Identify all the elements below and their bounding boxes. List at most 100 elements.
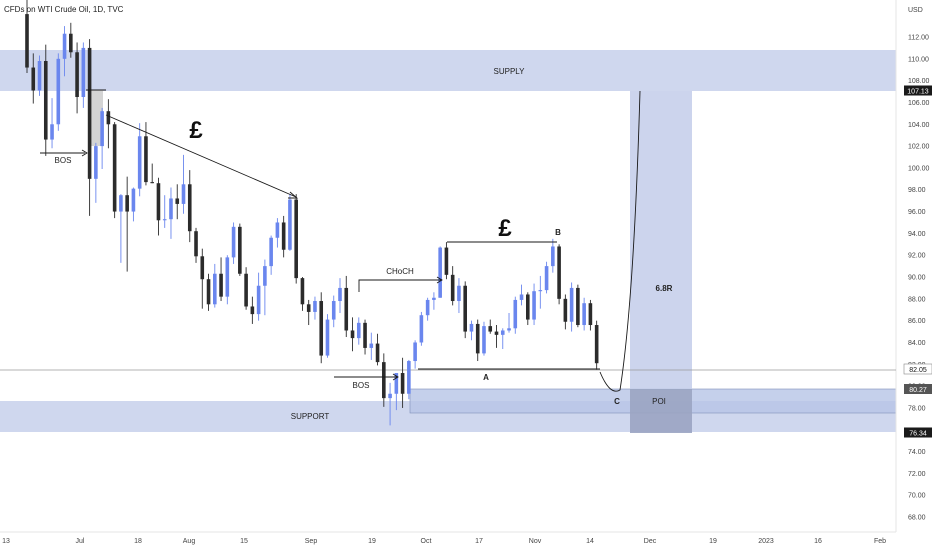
projection-curve (599, 90, 641, 392)
candle-body (119, 195, 123, 212)
candle-body (62, 33, 67, 59)
candle (375, 333, 380, 366)
candle-body (31, 67, 36, 91)
candle (513, 296, 518, 334)
candle (544, 261, 549, 294)
candle (275, 218, 280, 248)
candle (75, 42, 79, 114)
y-tick-label: 88.00 (908, 296, 926, 303)
candle-body (444, 247, 449, 275)
bos-left-arrow (81, 149, 88, 157)
candle (187, 170, 192, 243)
candle-body (544, 266, 549, 291)
candle (413, 340, 417, 369)
candle (250, 296, 255, 324)
candle-body (213, 273, 217, 305)
candle-body (200, 256, 205, 280)
candle-body (94, 146, 98, 179)
candle-body (532, 291, 536, 320)
candle (294, 194, 298, 284)
candle-body (513, 299, 518, 329)
candle-body (100, 111, 104, 147)
y-tick-label: 72.00 (908, 471, 926, 478)
candle-body (363, 322, 367, 348)
candle-body (425, 299, 430, 316)
x-tick-label: 2023 (758, 538, 774, 545)
candle (338, 278, 342, 314)
y-tick-label: 110.00 (908, 56, 929, 63)
price-tag-82: 82.05 (903, 363, 932, 375)
candle-body (463, 285, 467, 332)
candle (576, 284, 580, 328)
candle-body (106, 111, 111, 125)
candle-body (488, 326, 493, 332)
candle (526, 292, 530, 326)
candle-body (350, 330, 355, 339)
candle (563, 294, 568, 330)
candle-body (256, 285, 261, 315)
y-tick-label: 106.00 (908, 100, 930, 107)
y-tick-label: 94.00 (908, 231, 926, 238)
candle (469, 320, 474, 341)
candle (369, 332, 374, 360)
candle-body (238, 226, 242, 274)
x-tick-label: 17 (475, 538, 483, 545)
candle (125, 176, 129, 272)
candle-body (81, 47, 86, 98)
candle-body (50, 124, 54, 140)
candle-body (407, 361, 411, 394)
candle-body (269, 237, 273, 267)
candle-body (388, 393, 392, 399)
candle-body (125, 195, 129, 212)
x-tick-label: 13 (2, 538, 10, 545)
pound-left-label: £ (189, 117, 203, 144)
candle (488, 319, 493, 334)
candle (244, 267, 248, 310)
y-tick-label: 104.00 (908, 122, 930, 129)
candle (31, 53, 36, 104)
candle-body (231, 226, 236, 258)
price-tag-80: 80.27 (904, 384, 932, 394)
poi-label: POI (652, 397, 666, 406)
x-tick-label: 19 (709, 538, 717, 545)
candle (582, 297, 586, 331)
candle-body (482, 326, 486, 354)
target-box (630, 91, 692, 389)
point-c-label: C (614, 397, 620, 406)
choch-arrow (436, 276, 443, 284)
candle (463, 281, 467, 339)
candle (350, 317, 355, 352)
candle (407, 359, 411, 400)
y-tick-label: 112.00 (908, 35, 929, 42)
y-tick-label: 68.00 (908, 515, 926, 522)
candle-body (69, 33, 73, 53)
trend-line (105, 114, 297, 198)
candle (112, 122, 117, 219)
candle (238, 223, 242, 276)
candle (231, 222, 236, 264)
candle (475, 319, 480, 362)
candle (557, 244, 561, 305)
candle-body (331, 301, 336, 320)
candle (225, 255, 230, 305)
candle-body (319, 301, 324, 356)
svg-text:107.13: 107.13 (907, 89, 929, 96)
y-tick-label: 74.00 (908, 449, 926, 456)
candle-body (144, 136, 148, 183)
candle-body (519, 294, 524, 300)
currency-label: USD (908, 7, 923, 14)
candles (25, 0, 599, 426)
candle-body (450, 274, 455, 302)
bos-left-label: BOS (55, 156, 72, 165)
risk-box (630, 389, 692, 433)
y-tick-label: 70.00 (908, 493, 926, 500)
candle (444, 242, 449, 280)
candle (432, 292, 436, 310)
candle-body (150, 182, 154, 184)
candle (269, 235, 273, 275)
y-tick-label: 92.00 (908, 253, 926, 260)
price-tag-107: 107.13 (904, 85, 932, 96)
candle (100, 107, 104, 170)
candle-body (551, 246, 555, 267)
